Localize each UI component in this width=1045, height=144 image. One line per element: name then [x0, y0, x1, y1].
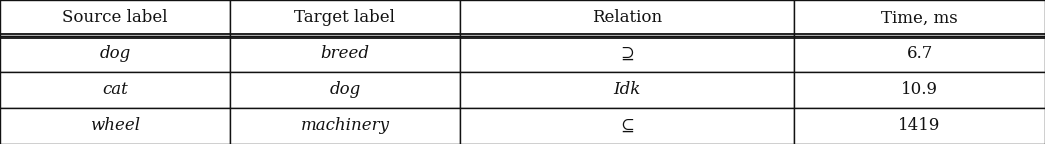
Bar: [230, 108, 460, 144]
Text: dog: dog: [329, 82, 361, 98]
Bar: [794, 108, 1045, 144]
Bar: [0, 0, 230, 36]
Text: Relation: Relation: [591, 10, 663, 26]
Text: Time, ms: Time, ms: [881, 10, 958, 26]
Text: machinery: machinery: [300, 118, 390, 134]
Text: dog: dog: [99, 46, 131, 62]
Text: ⊆: ⊆: [620, 118, 634, 134]
Bar: [460, 72, 794, 108]
Bar: [0, 36, 230, 72]
Text: breed: breed: [321, 46, 369, 62]
Bar: [460, 36, 794, 72]
Text: 1419: 1419: [899, 118, 940, 134]
Bar: [230, 36, 460, 72]
Text: cat: cat: [102, 82, 127, 98]
Bar: [0, 108, 230, 144]
Text: Source label: Source label: [63, 10, 167, 26]
Text: Target label: Target label: [295, 10, 395, 26]
Bar: [794, 36, 1045, 72]
Text: 10.9: 10.9: [901, 82, 938, 98]
Text: 6.7: 6.7: [906, 46, 933, 62]
Text: Idk: Idk: [613, 82, 641, 98]
Bar: [794, 72, 1045, 108]
Bar: [230, 72, 460, 108]
Text: ⊇: ⊇: [620, 46, 634, 62]
Text: wheel: wheel: [90, 118, 140, 134]
Bar: [460, 0, 794, 36]
Bar: [0, 72, 230, 108]
Bar: [460, 108, 794, 144]
Bar: [794, 0, 1045, 36]
Bar: [230, 0, 460, 36]
